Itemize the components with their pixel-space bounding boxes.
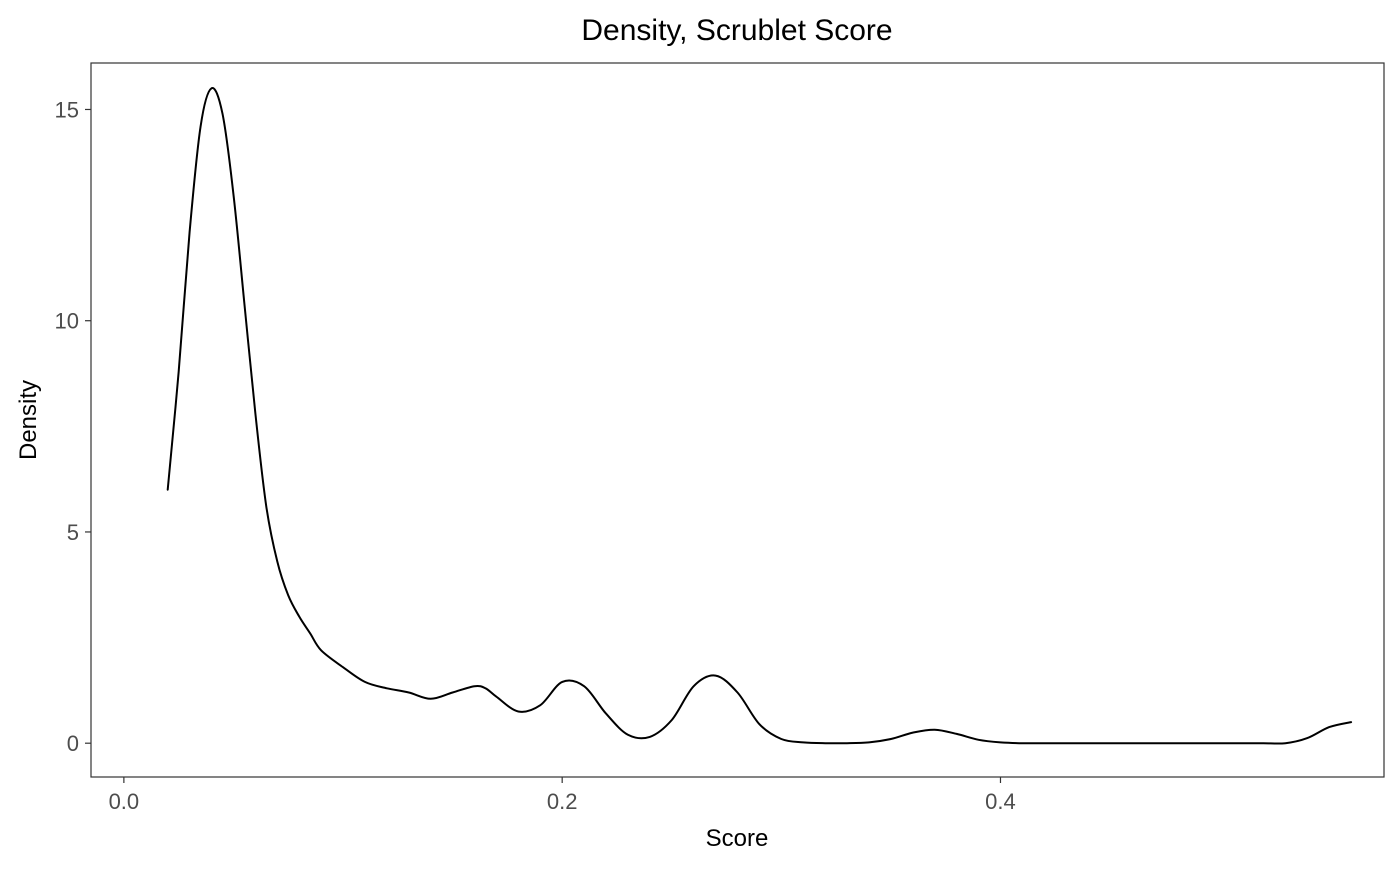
chart-title: Density, Scrublet Score (581, 14, 892, 47)
y-tick-label: 0 (67, 731, 79, 756)
y-tick-label: 15 (55, 97, 79, 122)
x-tick-label: 0.0 (109, 789, 140, 814)
y-tick-label: 10 (55, 309, 79, 334)
x-axis: 0.0 0.2 0.4 (109, 777, 1016, 814)
x-tick-label: 0.4 (985, 789, 1016, 814)
plot-panel (90, 62, 1385, 778)
x-axis-title: Score (706, 825, 769, 852)
y-axis: 0 5 10 15 (55, 97, 91, 756)
density-line (166, 87, 1353, 745)
y-tick-label: 5 (67, 520, 79, 545)
x-tick-label: 0.2 (547, 789, 578, 814)
y-axis-title: Density (15, 380, 42, 460)
